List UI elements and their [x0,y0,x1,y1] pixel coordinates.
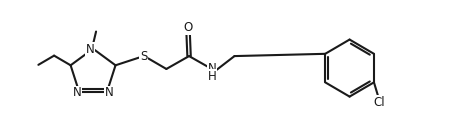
Text: N: N [73,86,81,99]
Text: H: H [208,70,217,83]
Text: Cl: Cl [374,96,385,109]
Text: N: N [208,62,217,75]
Text: O: O [183,21,193,34]
Text: S: S [140,50,148,63]
Text: N: N [85,43,94,56]
Text: N: N [105,86,114,99]
